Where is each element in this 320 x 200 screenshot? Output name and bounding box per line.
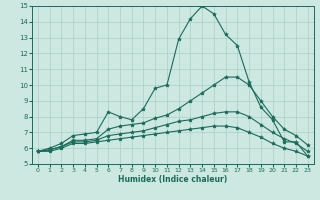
X-axis label: Humidex (Indice chaleur): Humidex (Indice chaleur)	[118, 175, 228, 184]
